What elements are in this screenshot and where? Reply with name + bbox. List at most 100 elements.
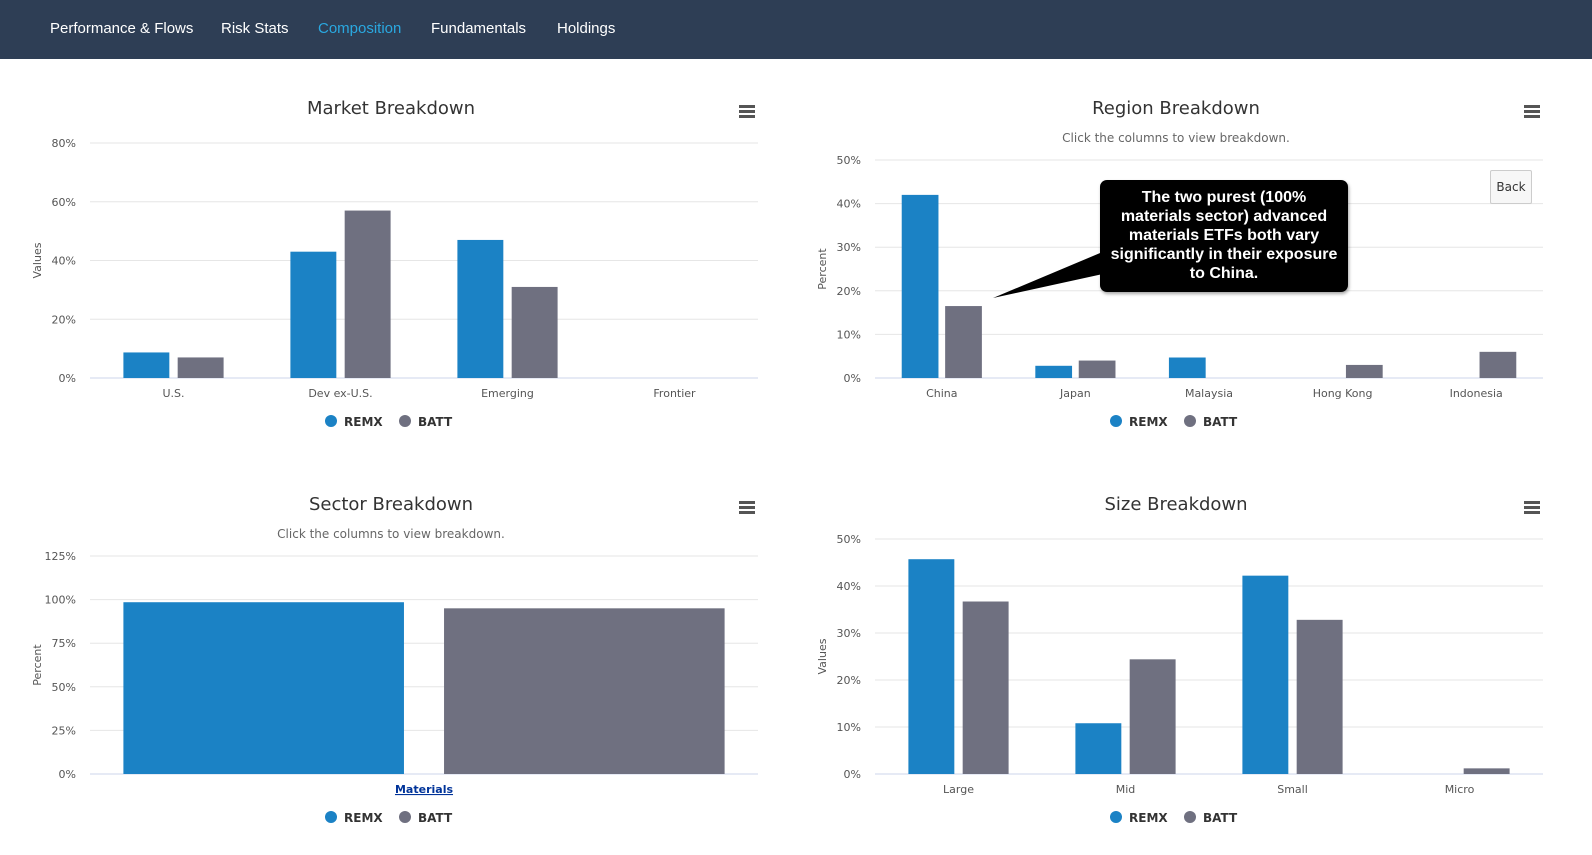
sector-breakdown-chart: Sector Breakdown Click the columns to vie… <box>31 494 758 825</box>
y-tick-label: 20% <box>837 285 861 298</box>
bar-batt-indonesia[interactable] <box>1479 351 1517 378</box>
bar-batt-china[interactable] <box>945 306 982 378</box>
x-tick-label: Mid <box>1116 783 1136 796</box>
legend-label-batt[interactable]: BATT <box>418 415 453 429</box>
bar-batt-small[interactable] <box>1296 619 1343 774</box>
nav-tab-risk-stats[interactable]: Risk Stats <box>221 20 289 37</box>
legend-marker-batt[interactable] <box>399 415 411 427</box>
x-tick-label: Indonesia <box>1450 387 1503 400</box>
x-tick-label: Large <box>943 783 974 796</box>
legend-marker-remx[interactable] <box>325 415 337 427</box>
y-tick-label: 50% <box>837 533 861 546</box>
region-back-button[interactable]: Back <box>1490 170 1532 204</box>
chart-subtitle: Click the columns to view breakdown. <box>277 527 505 541</box>
y-tick-label: 0% <box>59 372 76 385</box>
bar-remx-mid[interactable] <box>1075 723 1122 774</box>
x-tick-label: Hong Kong <box>1313 387 1373 400</box>
bar-remx-emerging[interactable] <box>457 239 504 378</box>
bar-batt-japan[interactable] <box>1078 360 1116 378</box>
y-tick-label: 50% <box>52 681 76 694</box>
chart-subtitle: Click the columns to view breakdown. <box>1062 131 1290 145</box>
legend-marker-batt[interactable] <box>399 811 411 823</box>
x-tick-label: U.S. <box>162 387 184 400</box>
nav-tab-composition[interactable]: Composition <box>318 20 402 37</box>
bar-remx-malaysia[interactable] <box>1168 357 1206 378</box>
top-navbar: Performance & Flows Risk Stats Compositi… <box>0 0 1592 59</box>
bar-batt-micro[interactable] <box>1463 768 1510 774</box>
callout-pointer-arrow <box>993 248 1112 298</box>
legend-label-remx[interactable]: REMX <box>1129 811 1168 825</box>
legend-label-remx[interactable]: REMX <box>1129 415 1168 429</box>
x-tick-label: Frontier <box>653 387 696 400</box>
nav-tab-performance-flows[interactable]: Performance & Flows <box>50 20 194 37</box>
y-tick-label: 40% <box>837 580 861 593</box>
bar-batt-u-s-[interactable] <box>177 357 224 378</box>
x-tick-label: China <box>926 387 957 400</box>
y-tick-label: 10% <box>837 328 861 341</box>
y-tick-label: 60% <box>52 196 76 209</box>
legend-label-batt[interactable]: BATT <box>1203 415 1238 429</box>
legend-marker-remx[interactable] <box>1110 811 1122 823</box>
x-tick-label: Japan <box>1059 387 1091 400</box>
y-tick-label: 100% <box>45 594 76 607</box>
y-tick-label: 40% <box>837 198 861 211</box>
bar-batt-dev-ex-u-s-[interactable] <box>344 210 391 378</box>
y-tick-label: 30% <box>837 241 861 254</box>
y-tick-label: 20% <box>52 313 76 326</box>
x-tick-label: Small <box>1277 783 1308 796</box>
x-tick-label: Dev ex-U.S. <box>308 387 372 400</box>
bar-batt-materials[interactable] <box>444 608 725 774</box>
y-tick-label: 0% <box>844 768 861 781</box>
bar-remx-materials[interactable] <box>123 602 404 774</box>
legend-marker-remx[interactable] <box>1110 415 1122 427</box>
bar-remx-dev-ex-u-s-[interactable] <box>290 251 337 378</box>
y-tick-label: 10% <box>837 721 861 734</box>
bar-batt-hong-kong[interactable] <box>1345 364 1383 378</box>
x-tick-label: Micro <box>1445 783 1475 796</box>
y-tick-label: 50% <box>837 154 861 167</box>
nav-tab-holdings[interactable]: Holdings <box>557 20 616 37</box>
legend-label-batt[interactable]: BATT <box>418 811 453 825</box>
nav-tab-fundamentals[interactable]: Fundamentals <box>431 20 527 37</box>
legend-marker-remx[interactable] <box>325 811 337 823</box>
bar-remx-china[interactable] <box>901 194 939 378</box>
region-chart-menu-icon[interactable] <box>1524 105 1540 118</box>
market-chart-menu-icon[interactable] <box>739 105 755 118</box>
chart-title: Sector Breakdown <box>309 494 473 515</box>
bar-remx-large[interactable] <box>908 559 955 774</box>
chart-title: Market Breakdown <box>307 98 475 119</box>
bar-batt-emerging[interactable] <box>511 286 558 378</box>
market-breakdown-chart: Market Breakdown 0% 20% 40% 60% 80% Values U.S.… <box>31 98 758 429</box>
bar-remx-small[interactable] <box>1242 575 1289 774</box>
legend-label-batt[interactable]: BATT <box>1203 811 1238 825</box>
y-tick-label: 0% <box>59 768 76 781</box>
legend-label-remx[interactable]: REMX <box>344 811 383 825</box>
legend-label-remx[interactable]: REMX <box>344 415 383 429</box>
bar-batt-mid[interactable] <box>1129 659 1176 774</box>
size-chart-menu-icon[interactable] <box>1524 501 1540 514</box>
y-tick-label: 20% <box>837 674 861 687</box>
bar-remx-japan[interactable] <box>1035 365 1073 378</box>
region-breakdown-chart: Region Breakdown Click the columns to vie… <box>816 98 1543 429</box>
y-axis-title: Values <box>816 638 829 674</box>
legend-marker-batt[interactable] <box>1184 415 1196 427</box>
legend-marker-batt[interactable] <box>1184 811 1196 823</box>
chart-title: Size Breakdown <box>1104 494 1247 515</box>
y-tick-label: 125% <box>45 550 76 563</box>
bar-remx-u-s-[interactable] <box>123 352 170 378</box>
chart-title: Region Breakdown <box>1092 98 1260 119</box>
y-axis-title: Values <box>31 242 44 278</box>
y-tick-label: 0% <box>844 372 861 385</box>
y-tick-label: 75% <box>52 637 76 650</box>
x-tick-label: Emerging <box>481 387 534 400</box>
y-tick-label: 40% <box>52 255 76 268</box>
sector-chart-menu-icon[interactable] <box>739 501 755 514</box>
x-tick-label: Malaysia <box>1185 387 1233 400</box>
y-axis-title: Percent <box>816 248 829 290</box>
y-tick-label: 80% <box>52 137 76 150</box>
x-tick-label[interactable]: Materials <box>395 783 453 796</box>
y-axis-title: Percent <box>31 644 44 686</box>
bar-batt-large[interactable] <box>962 601 1009 774</box>
